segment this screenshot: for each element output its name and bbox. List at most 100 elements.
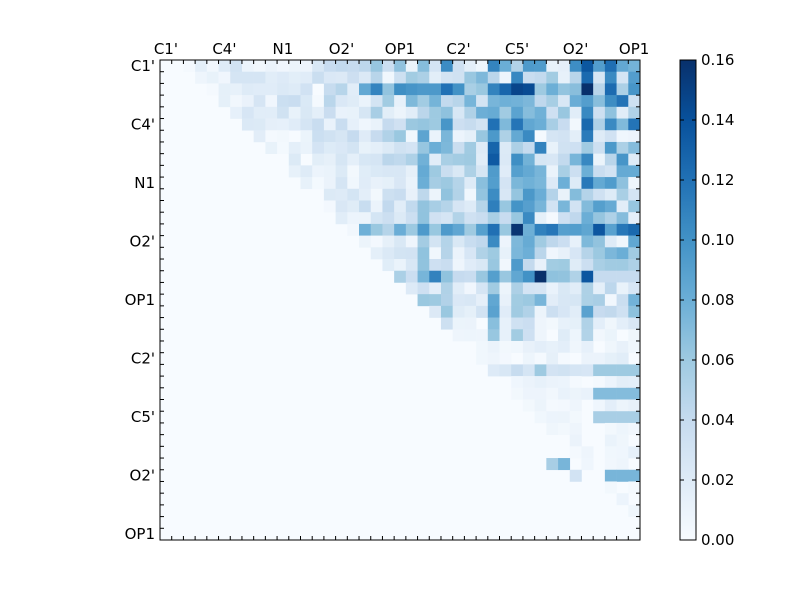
heatmap-cell [604,212,617,225]
heatmap-cell [534,188,547,201]
heatmap-cell [499,118,512,131]
heatmap-cell [452,200,465,213]
heatmap-cell [277,118,290,131]
heatmap-cell [359,223,372,236]
heatmap-cell [546,200,559,213]
heatmap-cell [511,60,524,73]
heatmap-cell [464,212,477,225]
heatmap-cell [558,141,571,154]
heatmap-cell [452,71,465,84]
heatmap-cell [511,259,524,272]
heatmap-cell [616,422,629,435]
heatmap-cell [405,247,418,260]
heatmap-cell [499,130,512,143]
heatmap-cell [546,106,559,119]
heatmap-cell [382,259,395,272]
heatmap-cell [464,95,477,108]
heatmap-cell [452,270,465,283]
heatmap-cell [522,235,535,248]
heatmap-cell [394,130,407,143]
heatmap-cell [593,71,606,84]
heatmap-cell [452,212,465,225]
heatmap-cell [616,223,629,236]
heatmap-cell [394,200,407,213]
x-tick-label: C4' [212,40,236,58]
heatmap-cell [628,83,641,96]
heatmap-cell [616,188,629,201]
heatmap-cell [312,106,325,119]
heatmap-cell [628,387,641,400]
heatmap-cell [558,376,571,389]
heatmap-cell [241,106,254,119]
heatmap-cell [569,469,582,482]
heatmap-cell [218,95,231,108]
heatmap-cell [511,141,524,154]
heatmap-cell [593,352,606,365]
heatmap-cell [511,317,524,330]
heatmap-cell [534,259,547,272]
heatmap-cell [511,83,524,96]
x-tick-labels: C1' C4' N1 O2' OP1 C2' C5' O2' OP1 [154,40,649,58]
heatmap-cell [581,141,594,154]
heatmap-cell [511,130,524,143]
heatmap-cell [628,446,641,459]
heatmap-cell [593,165,606,178]
heatmap-cell [628,212,641,225]
heatmap-cell [440,106,453,119]
heatmap-cell [335,71,348,84]
heatmap-cell [628,247,641,260]
heatmap-cell [522,387,535,400]
heatmap-cell [417,223,430,236]
heatmap-cell [628,329,641,342]
heatmap-cell [359,83,372,96]
heatmap-cell [370,200,383,213]
colorbar-tick-label: 0.14 [701,111,734,129]
heatmap-cell [230,106,243,119]
heatmap-cell [429,60,442,73]
heatmap-cell [628,223,641,236]
heatmap-cell [616,200,629,213]
heatmap-cell [546,259,559,272]
heatmap-cell [604,317,617,330]
heatmap-cell [522,200,535,213]
heatmap-cell [511,200,524,213]
heatmap-cell [347,106,360,119]
heatmap-cell [370,83,383,96]
heatmap-cell [546,282,559,295]
heatmap-cell [628,259,641,272]
heatmap-cell [347,71,360,84]
heatmap-cell [487,247,500,260]
heatmap-cell [569,83,582,96]
heatmap-cell [628,317,641,330]
colorbar: 0.00 0.02 0.04 0.06 0.08 0.10 0.12 0.14 0.16 [679,51,734,549]
heatmap-cell [628,235,641,248]
heatmap-cell [277,95,290,108]
heatmap-cell [581,235,594,248]
heatmap-cell [429,95,442,108]
heatmap-cell [359,141,372,154]
heatmap-cell [452,305,465,318]
heatmap-cell [628,188,641,201]
heatmap-cell [569,165,582,178]
heatmap-cell [335,153,348,166]
heatmap-cell [323,130,336,143]
heatmap-cell [440,71,453,84]
heatmap-cell [394,60,407,73]
heatmap-cell [417,71,430,84]
heatmap-cell [323,83,336,96]
heatmap-cell [558,212,571,225]
heatmap-cell [499,294,512,307]
heatmap-cell [616,270,629,283]
heatmap-cell [464,177,477,190]
heatmap-cell [593,247,606,260]
heatmap-cell [546,399,559,412]
heatmap-cell [417,165,430,178]
heatmap-cell [288,165,301,178]
heatmap-cell [476,60,489,73]
heatmap-cell [452,95,465,108]
heatmap-cell [593,95,606,108]
heatmap-cell [534,177,547,190]
heatmap-cell [230,83,243,96]
heatmap-cell [569,305,582,318]
